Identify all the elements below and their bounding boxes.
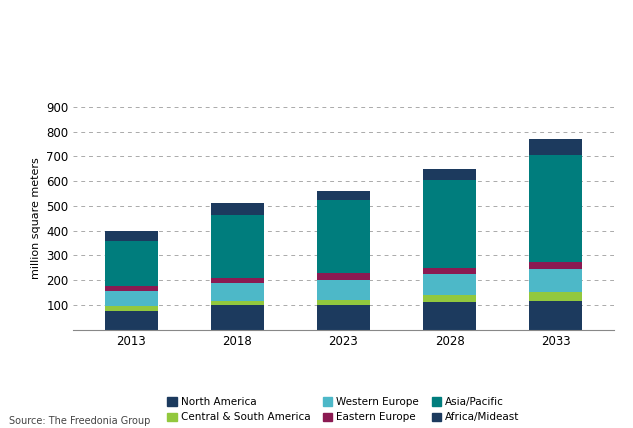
Bar bbox=[104, 231, 158, 241]
Bar bbox=[423, 268, 476, 274]
Bar bbox=[529, 292, 582, 301]
Text: (million square meters): (million square meters) bbox=[9, 74, 148, 86]
Bar bbox=[529, 301, 582, 330]
Bar bbox=[104, 291, 158, 306]
Bar bbox=[317, 280, 370, 300]
Bar bbox=[529, 269, 582, 292]
Bar bbox=[423, 302, 476, 330]
Text: 2013, 2018, 2023, 2028, & 2033: 2013, 2018, 2023, 2028, & 2033 bbox=[9, 49, 222, 62]
Bar bbox=[211, 305, 264, 330]
Bar bbox=[423, 295, 476, 302]
Y-axis label: million square meters: million square meters bbox=[31, 158, 41, 279]
Bar bbox=[211, 214, 264, 278]
Bar bbox=[529, 155, 582, 262]
Bar bbox=[317, 300, 370, 305]
Bar bbox=[529, 139, 582, 155]
Bar bbox=[317, 305, 370, 330]
Bar bbox=[317, 191, 370, 200]
Bar bbox=[423, 169, 476, 180]
Bar bbox=[211, 282, 264, 301]
Text: Group: Group bbox=[514, 133, 540, 143]
Bar bbox=[104, 241, 158, 286]
Bar bbox=[465, 134, 503, 143]
Bar bbox=[317, 273, 370, 280]
Text: Source: The Freedonia Group: Source: The Freedonia Group bbox=[9, 416, 151, 426]
Bar bbox=[211, 278, 264, 282]
Legend: North America, Central & South America, Western Europe, Eastern Europe, Asia/Pac: North America, Central & South America, … bbox=[167, 397, 520, 422]
Bar bbox=[104, 286, 158, 291]
Text: Freedonia: Freedonia bbox=[514, 116, 568, 126]
Bar bbox=[104, 311, 158, 330]
Bar bbox=[465, 113, 503, 125]
Bar bbox=[529, 262, 582, 269]
Text: Global Countertop Demand by Region,: Global Countertop Demand by Region, bbox=[9, 27, 264, 40]
Text: Figure 3-3.: Figure 3-3. bbox=[9, 5, 82, 18]
Bar bbox=[317, 200, 370, 273]
Bar bbox=[211, 203, 264, 214]
Bar bbox=[446, 113, 465, 143]
Bar bbox=[423, 180, 476, 268]
Bar bbox=[104, 306, 158, 311]
Bar bbox=[423, 274, 476, 295]
Bar bbox=[211, 301, 264, 305]
